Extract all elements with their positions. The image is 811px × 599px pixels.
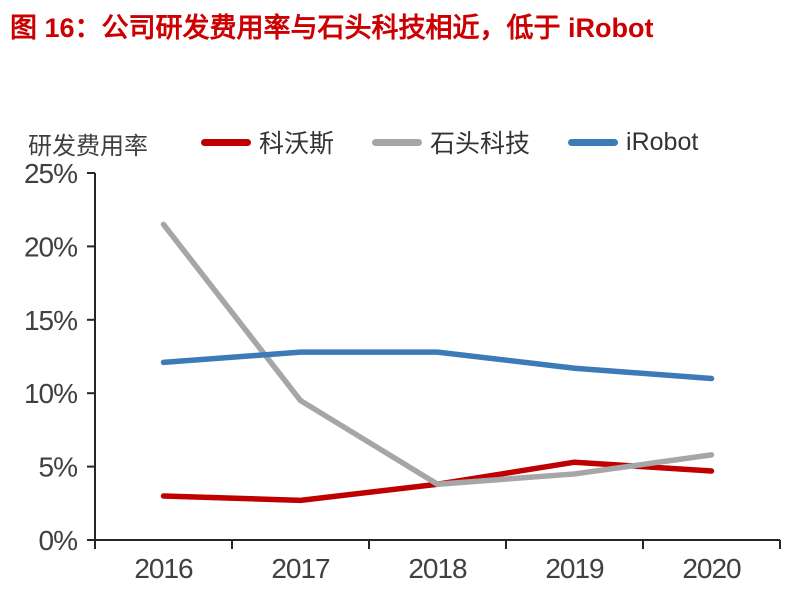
legend-swatch-icon bbox=[201, 138, 251, 146]
x-tick-label: 2018 bbox=[408, 553, 467, 584]
legend-item-3: iRobot bbox=[568, 128, 698, 157]
legend-swatch-icon bbox=[372, 138, 423, 146]
legend-label: 科沃斯 bbox=[259, 130, 335, 158]
y-tick-label: 5% bbox=[39, 452, 78, 483]
legend-item-1: 科沃斯 bbox=[201, 124, 334, 160]
y-tick-label: 0% bbox=[39, 525, 78, 556]
x-tick-label: 2020 bbox=[682, 553, 741, 584]
x-tick-label: 2017 bbox=[271, 553, 330, 584]
y-tick-label: 10% bbox=[24, 378, 77, 409]
chart-line-series-2 bbox=[160, 221, 715, 487]
y-tick-label: 25% bbox=[24, 158, 77, 189]
chart-legend: 科沃斯 石头科技 iRobot bbox=[201, 124, 698, 160]
y-tick-label: 20% bbox=[24, 231, 77, 262]
y-tick-label: 15% bbox=[24, 305, 77, 336]
x-tick-label: 2016 bbox=[134, 553, 193, 584]
chart-line-series-3 bbox=[160, 349, 715, 382]
x-tick-label: 2019 bbox=[545, 553, 604, 584]
legend-label: 石头科技 bbox=[430, 130, 531, 158]
figure-title: 图 16：公司研发费用率与石头科技相近，低于 iRobot bbox=[10, 13, 654, 43]
y-axis-title: 研发费用率 bbox=[28, 133, 148, 160]
legend-item-2: 石头科技 bbox=[372, 124, 530, 160]
legend-swatch-icon bbox=[568, 138, 619, 146]
legend-label: iRobot bbox=[626, 127, 699, 156]
